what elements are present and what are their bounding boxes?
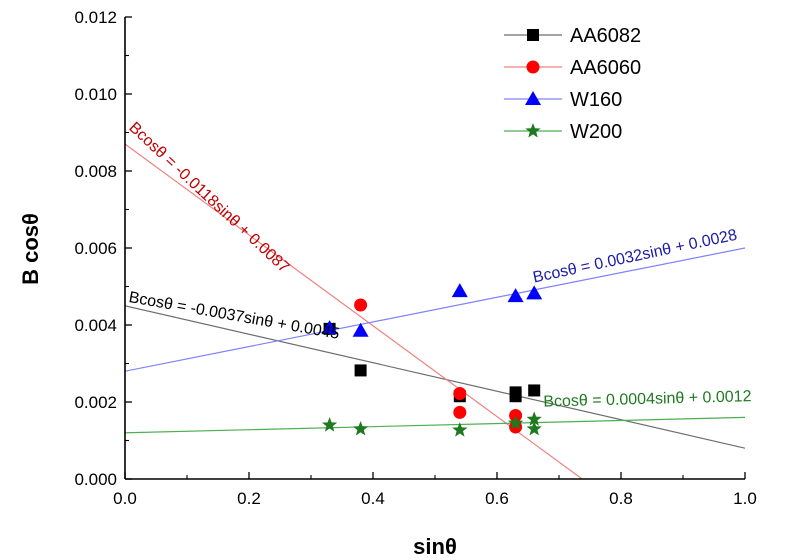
x-tick-label: 0.4 xyxy=(361,489,385,508)
fit-line-w200 xyxy=(125,416,745,434)
data-point-aa6060 xyxy=(354,298,368,312)
data-point-aa6060 xyxy=(453,405,467,419)
data-point-w160 xyxy=(507,288,524,303)
y-tick-label: 0.004 xyxy=(74,316,117,335)
equation-label-w160: Bcosθ = 0.0032sinθ + 0.0028 xyxy=(531,227,738,287)
data-point-w200 xyxy=(352,420,369,436)
legend-marker-aa6082 xyxy=(527,29,539,41)
fit-line-aa6082 xyxy=(125,305,745,449)
y-tick-label: 0.010 xyxy=(74,85,117,104)
legend-label: AA6060 xyxy=(570,57,641,79)
data-point-w160 xyxy=(526,285,543,300)
data-point-aa6082 xyxy=(528,384,541,397)
data-point-w200 xyxy=(526,411,542,426)
x-tick-label: 0.2 xyxy=(237,489,261,508)
equation-label-w200: Bcosθ = 0.0004sinθ + 0.0012 xyxy=(543,388,752,410)
legend-label: W160 xyxy=(570,89,622,111)
equation-label-aa6082: Bcosθ = -0.0037sinθ + 0.0045 xyxy=(127,289,340,343)
data-point-w160 xyxy=(352,322,369,337)
legend: AA6082 AA6060 W160 W200 xyxy=(504,25,641,143)
y-axis-title: B cosθ xyxy=(18,213,43,285)
legend-item-aa6082: AA6082 xyxy=(504,25,641,47)
legend-label: AA6082 xyxy=(570,25,641,47)
legend-item-w200: W200 xyxy=(504,121,622,143)
data-point-aa6082 xyxy=(509,390,522,403)
legend-item-aa6060: AA6060 xyxy=(504,57,641,79)
legend-marker-aa6060 xyxy=(526,60,540,74)
y-tick-label: 0.000 xyxy=(74,470,117,489)
legend-marker-w200 xyxy=(525,123,541,138)
data-point-w200 xyxy=(526,420,542,436)
data-point-aa6060 xyxy=(453,387,467,401)
data-point-w200 xyxy=(507,415,524,430)
data-point-aa6082 xyxy=(354,364,367,377)
data-point-w200 xyxy=(321,417,338,432)
x-tick-label: 0.0 xyxy=(113,489,137,508)
fit-line-w160 xyxy=(125,247,745,372)
plot-area xyxy=(125,143,745,479)
legend-marker-w160 xyxy=(525,91,541,105)
legend-item-w160: W160 xyxy=(504,89,622,111)
y-tick-label: 0.002 xyxy=(74,393,117,412)
y-tick-label: 0.012 xyxy=(74,8,117,27)
data-point-w200 xyxy=(452,422,468,437)
x-axis-title: sinθ xyxy=(413,534,457,559)
x-tick-label: 0.6 xyxy=(485,489,509,508)
equation-label-aa6060: Bcosθ = -0.0118sinθ + 0.0087 xyxy=(125,119,292,276)
axes-layer: 0.0 0.2 0.4 0.6 0.8 1.0 0.000 0.002 0.004 0.006 0.… xyxy=(74,8,756,508)
legend-label: W200 xyxy=(570,121,622,143)
x-tick-label: 0.8 xyxy=(609,489,633,508)
data-point-w160 xyxy=(451,283,468,298)
y-tick-label: 0.008 xyxy=(74,162,117,181)
x-tick-label: 1.0 xyxy=(733,489,757,508)
data-point-w160 xyxy=(321,320,338,335)
y-tick-label: 0.006 xyxy=(74,239,117,258)
